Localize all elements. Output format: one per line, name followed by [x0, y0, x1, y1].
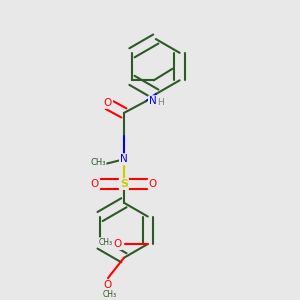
Text: O: O [149, 179, 157, 189]
Text: N: N [149, 96, 157, 106]
Text: CH₃: CH₃ [90, 158, 106, 167]
Text: CH₃: CH₃ [99, 238, 113, 247]
Text: O: O [113, 239, 122, 249]
Text: N: N [120, 154, 128, 164]
Text: H: H [157, 98, 164, 107]
Text: O: O [91, 179, 99, 189]
Text: CH₃: CH₃ [102, 290, 116, 299]
Text: O: O [104, 98, 112, 108]
Text: O: O [104, 280, 112, 290]
Text: S: S [120, 179, 128, 189]
